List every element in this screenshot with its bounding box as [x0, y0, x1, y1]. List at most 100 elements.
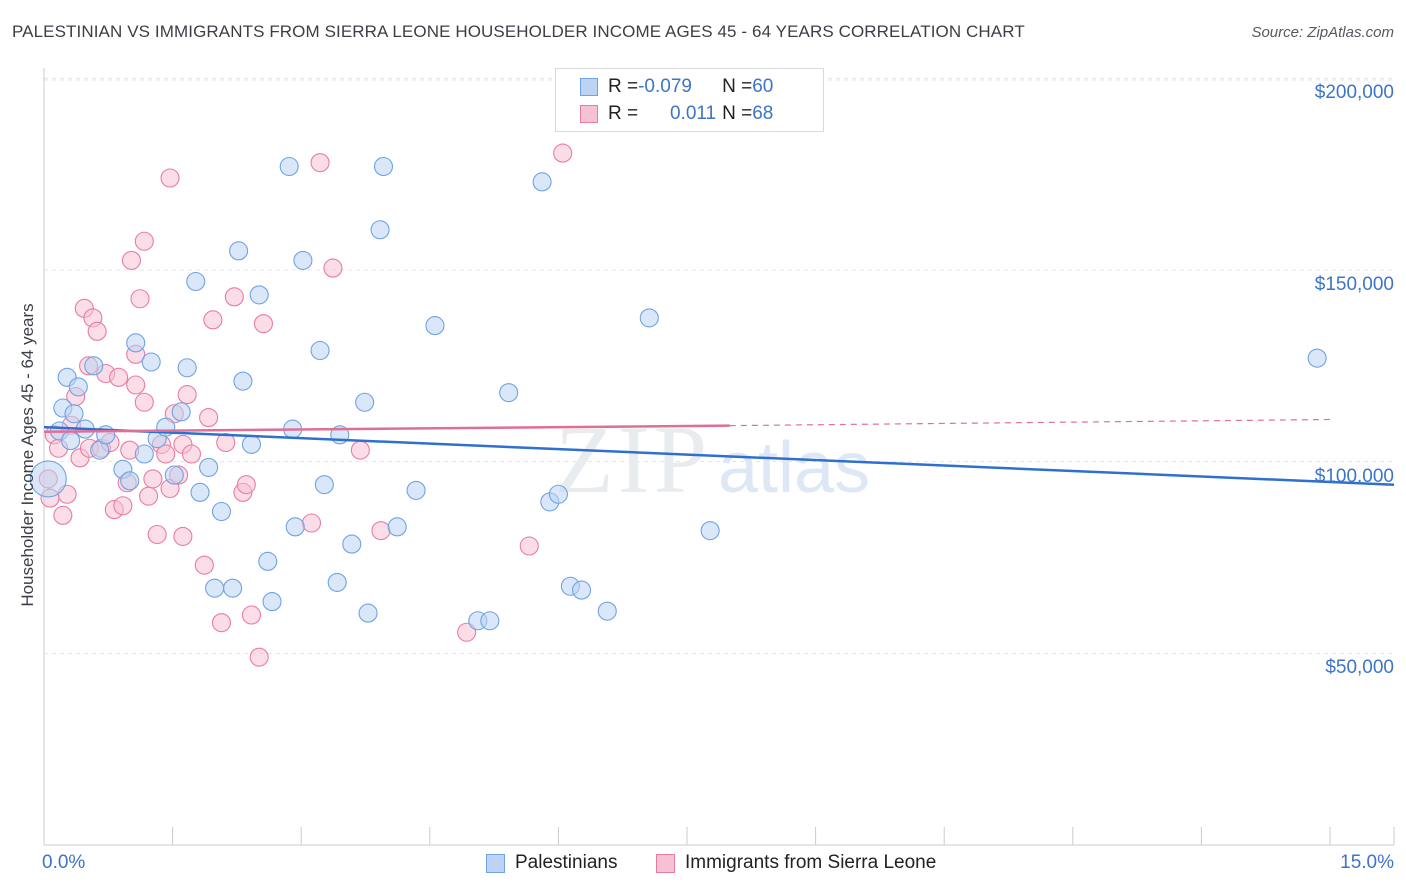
point-sierra-leone	[53, 505, 73, 525]
point-palestinians	[342, 534, 362, 554]
n-value: 60	[752, 76, 774, 97]
source-label: Source: ZipAtlas.com	[1251, 24, 1394, 41]
point-sierra-leone	[134, 231, 154, 251]
point-sierra-leone	[160, 168, 180, 188]
point-sierra-leone	[241, 605, 262, 625]
point-palestinians	[355, 392, 375, 412]
point-palestinians	[597, 601, 617, 621]
point-sierra-leone	[113, 496, 133, 516]
y-axis-label: Householder Income Ages 45 - 64 years	[18, 303, 37, 607]
r-label: R =	[608, 103, 639, 124]
point-palestinians	[425, 316, 445, 336]
point-palestinians	[480, 611, 500, 631]
point-sierra-leone	[249, 647, 269, 667]
point-palestinians	[205, 578, 225, 598]
point-palestinians	[64, 404, 84, 424]
stats-row-sierra-leone: R = 0.011 N = 68	[580, 103, 773, 125]
point-sierra-leone	[350, 440, 370, 460]
point-sierra-leone	[147, 524, 167, 545]
trend-line-palestinians	[43, 425, 1395, 486]
series-sierra-leone-points	[38, 143, 573, 667]
point-sierra-leone	[519, 536, 539, 556]
legend-item-palestinians[interactable]: Palestinians	[486, 852, 617, 874]
point-palestinians	[387, 517, 407, 537]
legend-item-sierra-leone[interactable]: Immigrants from Sierra Leone	[656, 852, 936, 874]
point-sierra-leone	[173, 526, 193, 546]
point-palestinians	[84, 356, 104, 376]
legend-label: Immigrants from Sierra Leone	[685, 852, 937, 873]
watermark-zip: ZIP	[555, 406, 711, 513]
point-sierra-leone	[87, 321, 107, 341]
x-tick-label-max: 15.0%	[1340, 852, 1394, 873]
point-palestinians	[199, 457, 219, 477]
point-sierra-leone	[194, 555, 214, 575]
point-sierra-leone	[130, 289, 150, 309]
n-value: 68	[752, 103, 774, 124]
point-sierra-leone	[126, 375, 146, 395]
point-sierra-leone	[323, 258, 343, 278]
point-sierra-leone	[139, 486, 159, 506]
n-label: N =	[722, 103, 753, 124]
point-palestinians	[134, 444, 154, 464]
point-palestinians	[548, 484, 568, 504]
point-palestinians	[126, 333, 146, 353]
point-palestinians	[327, 572, 347, 592]
point-sierra-leone	[301, 513, 322, 533]
point-palestinians	[177, 358, 197, 378]
legend-swatch-blue	[580, 78, 598, 96]
series-palestinians-points	[29, 156, 1327, 631]
point-sierra-leone	[109, 367, 129, 387]
point-sierra-leone	[236, 475, 256, 495]
x-tick-label-min: 0.0%	[42, 852, 86, 873]
point-palestinians	[358, 603, 378, 623]
point-sierra-leone	[457, 622, 477, 642]
point-palestinians	[68, 377, 88, 397]
point-sierra-leone	[371, 521, 391, 541]
point-sierra-leone	[216, 432, 236, 453]
r-value: -0.079	[638, 76, 692, 97]
axes	[43, 68, 1395, 846]
point-sierra-leone	[181, 444, 202, 464]
point-palestinians	[1307, 348, 1327, 368]
n-label: N =	[722, 76, 753, 97]
point-sierra-leone	[199, 408, 219, 428]
trend-line-sierra-leone	[43, 424, 730, 434]
legend-swatch-blue	[486, 853, 505, 873]
point-palestinians	[310, 340, 330, 361]
point-palestinians	[190, 482, 210, 502]
point-sierra-leone	[253, 314, 274, 334]
trend-line-sierra-leone-extension	[729, 418, 1331, 427]
point-palestinians	[186, 271, 206, 292]
point-sierra-leone	[211, 613, 232, 633]
point-palestinians	[314, 475, 334, 495]
point-palestinians	[499, 383, 519, 403]
point-sierra-leone	[121, 250, 141, 270]
watermark: ZIP atlas	[555, 406, 870, 513]
point-palestinians	[120, 471, 140, 491]
point-sierra-leone	[156, 444, 176, 464]
y-tick-label: $100,000	[1314, 465, 1394, 487]
point-palestinians	[171, 402, 191, 422]
point-sierra-leone	[134, 392, 154, 412]
point-palestinians	[700, 521, 720, 541]
point-palestinians	[571, 580, 592, 600]
legend-swatch-pink	[580, 105, 598, 123]
y-tick-label: $150,000	[1314, 274, 1394, 295]
point-sierra-leone	[203, 310, 223, 330]
point-palestinians	[639, 308, 659, 328]
point-palestinians	[406, 480, 426, 500]
point-sierra-leone	[224, 287, 244, 307]
point-palestinians	[249, 285, 269, 305]
grid-lines	[44, 77, 1394, 654]
y-tick-label: $50,000	[1325, 657, 1394, 679]
point-sierra-leone	[310, 153, 330, 173]
point-palestinians	[258, 551, 278, 571]
point-palestinians	[285, 517, 305, 537]
point-palestinians	[241, 434, 262, 454]
point-palestinians	[141, 352, 161, 372]
point-palestinians	[211, 501, 232, 522]
point-palestinians	[61, 431, 81, 451]
point-palestinians	[29, 460, 67, 498]
point-sierra-leone	[177, 385, 197, 405]
stats-row-palestinians: R = -0.079 N = 60	[580, 76, 773, 98]
